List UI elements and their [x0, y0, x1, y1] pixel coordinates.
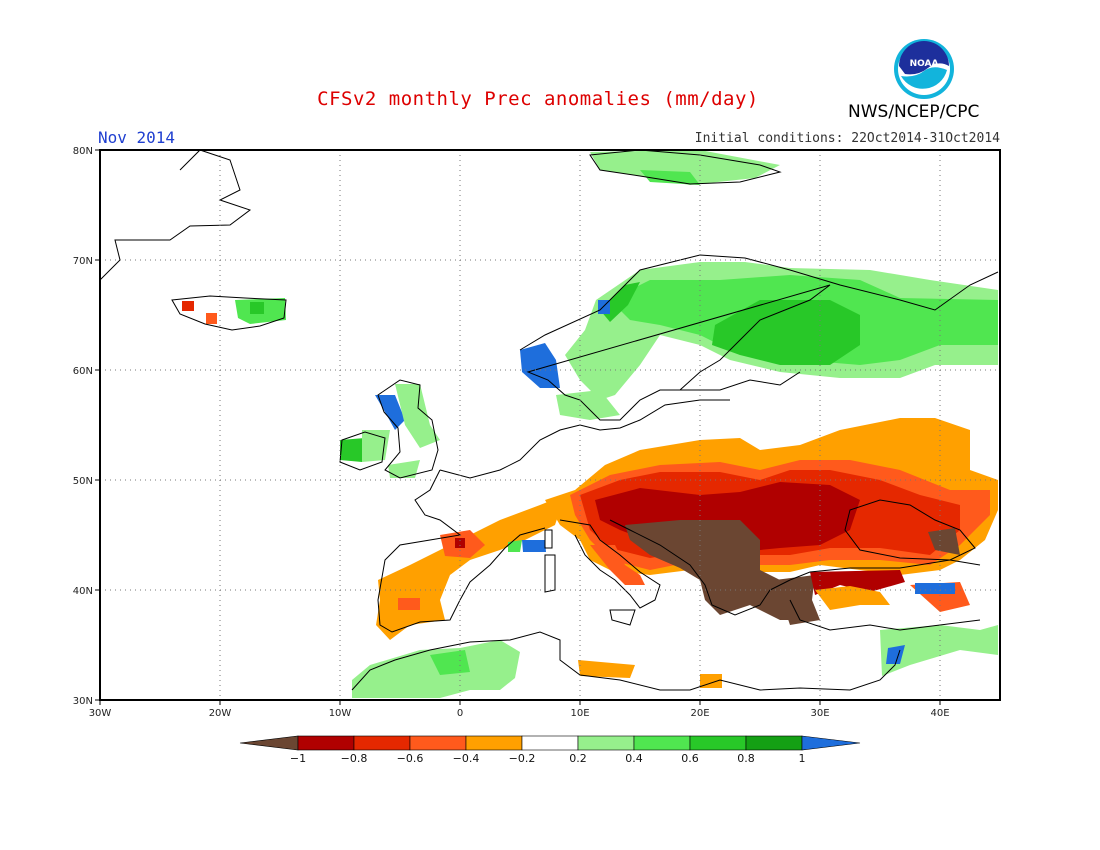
anomaly-area-levant-blue — [886, 645, 905, 664]
anomaly-area-iceland-wet-dark — [250, 302, 264, 314]
coast-france-iberia — [377, 469, 546, 633]
lat-tick-label: 50N — [73, 476, 93, 487]
anomaly-area-north-africa-mod — [430, 650, 470, 675]
anomaly-area-turkey-orange — [815, 586, 890, 610]
colorbar-tick-label: 0.8 — [737, 752, 755, 765]
lon-tick-label: 0 — [457, 708, 463, 719]
colorbar-tick-label: 0.2 — [569, 752, 587, 765]
coast-sardinia — [544, 554, 556, 593]
latitude-axis: 30N 40N 50N 60N 70N 80N — [73, 146, 100, 707]
colorbar-swatch — [465, 735, 523, 751]
colorbar-high-arrow — [801, 735, 861, 751]
colorbar-tick-label: −0.8 — [341, 752, 368, 765]
initial-conditions-label: Initial conditions: 22Oct2014-31Oct2014 — [694, 131, 1000, 146]
coastlines — [99, 149, 999, 691]
lon-tick-label: 30W — [89, 708, 112, 719]
lon-tick-label: 30E — [810, 708, 829, 719]
coast-black-sea — [844, 499, 976, 561]
colorbar-swatch — [745, 735, 803, 751]
map-title: CFSv2 monthly Prec anomalies (mm/day) — [317, 88, 759, 110]
colorbar-tick-label: −1 — [290, 752, 306, 765]
anomaly-area-iberia-orange — [376, 495, 565, 640]
anomaly-area-iceland-dry2 — [182, 301, 194, 311]
longitude-axis: 30W 20W 10W 0 10E 20E 30E 40E — [89, 700, 950, 719]
colorbar-low-arrow — [239, 735, 299, 751]
coast-corsica — [544, 529, 553, 549]
anomaly-area-scotland — [375, 395, 405, 430]
anomaly-area-east-turkey-blue — [915, 583, 955, 594]
anomaly-area-portugal-red — [398, 598, 420, 610]
coast-adriatic-balkans — [609, 519, 791, 616]
colorbar: −1 −0.8 −0.6 −0.4 −0.2 0.2 0.4 0.6 0.8 1 — [239, 735, 861, 765]
forecast-month-label: Nov 2014 — [98, 128, 176, 147]
anomaly-area-turkey-red — [810, 570, 905, 595]
anomaly-area-greece-brown — [775, 575, 820, 625]
anomaly-area-ireland — [340, 438, 365, 462]
svg-text:NOAA: NOAA — [910, 59, 939, 69]
anomaly-area-italy-red — [590, 545, 645, 585]
anomaly-area-libya-orange — [578, 660, 635, 678]
noaa-logo-icon: NOAA — [894, 39, 954, 99]
anomaly-area-finland — [712, 300, 860, 365]
plot-frame — [99, 149, 1001, 701]
lon-tick-label: 10W — [329, 708, 352, 719]
anomaly-area-iceland-dry — [206, 313, 217, 324]
lon-tick-label: 40E — [930, 708, 949, 719]
colorbar-swatch — [689, 735, 747, 751]
colorbar-swatch — [297, 735, 355, 751]
coast-sicily — [609, 609, 636, 626]
lat-tick-label: 60N — [73, 366, 93, 377]
colorbar-tick-label: −0.2 — [509, 752, 536, 765]
colorbar-tick-label: −0.6 — [397, 752, 424, 765]
anomaly-area-sardinia-blue — [522, 540, 546, 552]
coast-svalbard — [589, 149, 782, 185]
colorbar-tick-label: 0.6 — [681, 752, 699, 765]
gridlines — [100, 150, 1000, 700]
lat-tick-label: 70N — [73, 256, 93, 267]
coast-finland-gulf — [680, 371, 801, 391]
coast-greenland — [99, 149, 252, 281]
colorbar-tick-label: 1 — [799, 752, 806, 765]
anomaly-area-iberia-dark — [455, 538, 465, 548]
anomaly-area-nsea — [388, 460, 420, 478]
colorbar-tick-label: −0.4 — [453, 752, 480, 765]
colorbar-swatch — [577, 735, 635, 751]
lat-tick-label: 30N — [73, 696, 93, 707]
coast-ireland — [339, 431, 386, 471]
anomaly-shading — [182, 150, 998, 698]
coast-norway-sweden — [519, 254, 999, 421]
coast-italy — [559, 519, 661, 609]
colorbar-swatch — [409, 735, 467, 751]
lat-tick-label: 40N — [73, 586, 93, 597]
agency-label: NWS/NCEP/CPC — [848, 102, 980, 122]
anomaly-area-north-africa — [352, 640, 520, 698]
lon-tick-label: 20W — [209, 708, 232, 719]
coast-iceland — [171, 295, 287, 331]
colorbar-swatch — [633, 735, 691, 751]
colorbar-swatch — [521, 735, 579, 751]
anomaly-area-uk — [395, 384, 440, 448]
colorbar-swatch — [353, 735, 411, 751]
lon-tick-label: 10E — [570, 708, 589, 719]
lon-tick-label: 20E — [690, 708, 709, 719]
anomaly-area-corsica-green — [508, 540, 522, 552]
colorbar-tick-label: 0.4 — [625, 752, 643, 765]
anomaly-area-svalbard — [590, 150, 780, 185]
coast-britain — [377, 379, 439, 479]
anomaly-area-svalbard-dark — [640, 170, 700, 185]
coast-north-africa — [351, 631, 901, 691]
anomaly-area-levant — [880, 625, 998, 676]
anomaly-area-west-norway — [520, 343, 560, 388]
lat-tick-label: 80N — [73, 146, 93, 157]
anomaly-area-crimea-brown — [928, 528, 960, 555]
anomaly-area-balkans-brown — [625, 520, 810, 620]
